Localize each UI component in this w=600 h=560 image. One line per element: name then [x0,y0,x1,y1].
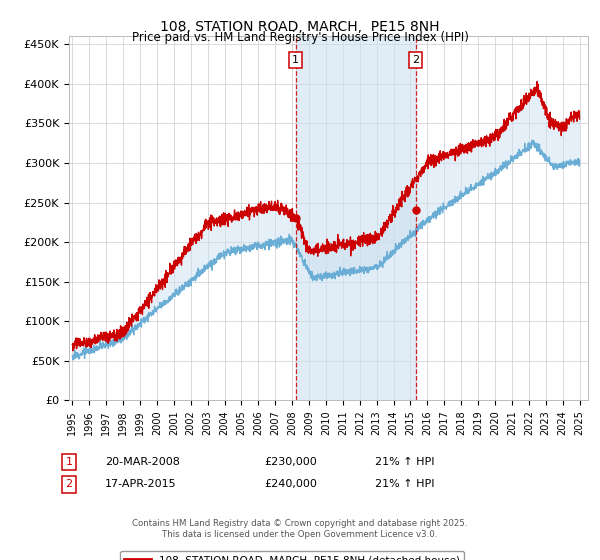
Bar [296,36,416,400]
Text: 21% ↑ HPI: 21% ↑ HPI [375,457,434,467]
Text: £240,000: £240,000 [264,479,317,489]
Text: Price paid vs. HM Land Registry's House Price Index (HPI): Price paid vs. HM Land Registry's House … [131,31,469,44]
Text: 1: 1 [292,55,299,65]
Text: 21% ↑ HPI: 21% ↑ HPI [375,479,434,489]
Legend: 108, STATION ROAD, MARCH, PE15 8NH (detached house), HPI: Average price, detache: 108, STATION ROAD, MARCH, PE15 8NH (deta… [121,551,464,560]
Text: 17-APR-2015: 17-APR-2015 [105,479,176,489]
Text: £230,000: £230,000 [264,457,317,467]
Text: 1: 1 [65,457,73,467]
Text: 20-MAR-2008: 20-MAR-2008 [105,457,180,467]
Text: 2: 2 [65,479,73,489]
Text: 2: 2 [412,55,419,65]
Text: Contains HM Land Registry data © Crown copyright and database right 2025.
This d: Contains HM Land Registry data © Crown c… [132,520,468,539]
Text: 108, STATION ROAD, MARCH,  PE15 8NH: 108, STATION ROAD, MARCH, PE15 8NH [160,20,440,34]
